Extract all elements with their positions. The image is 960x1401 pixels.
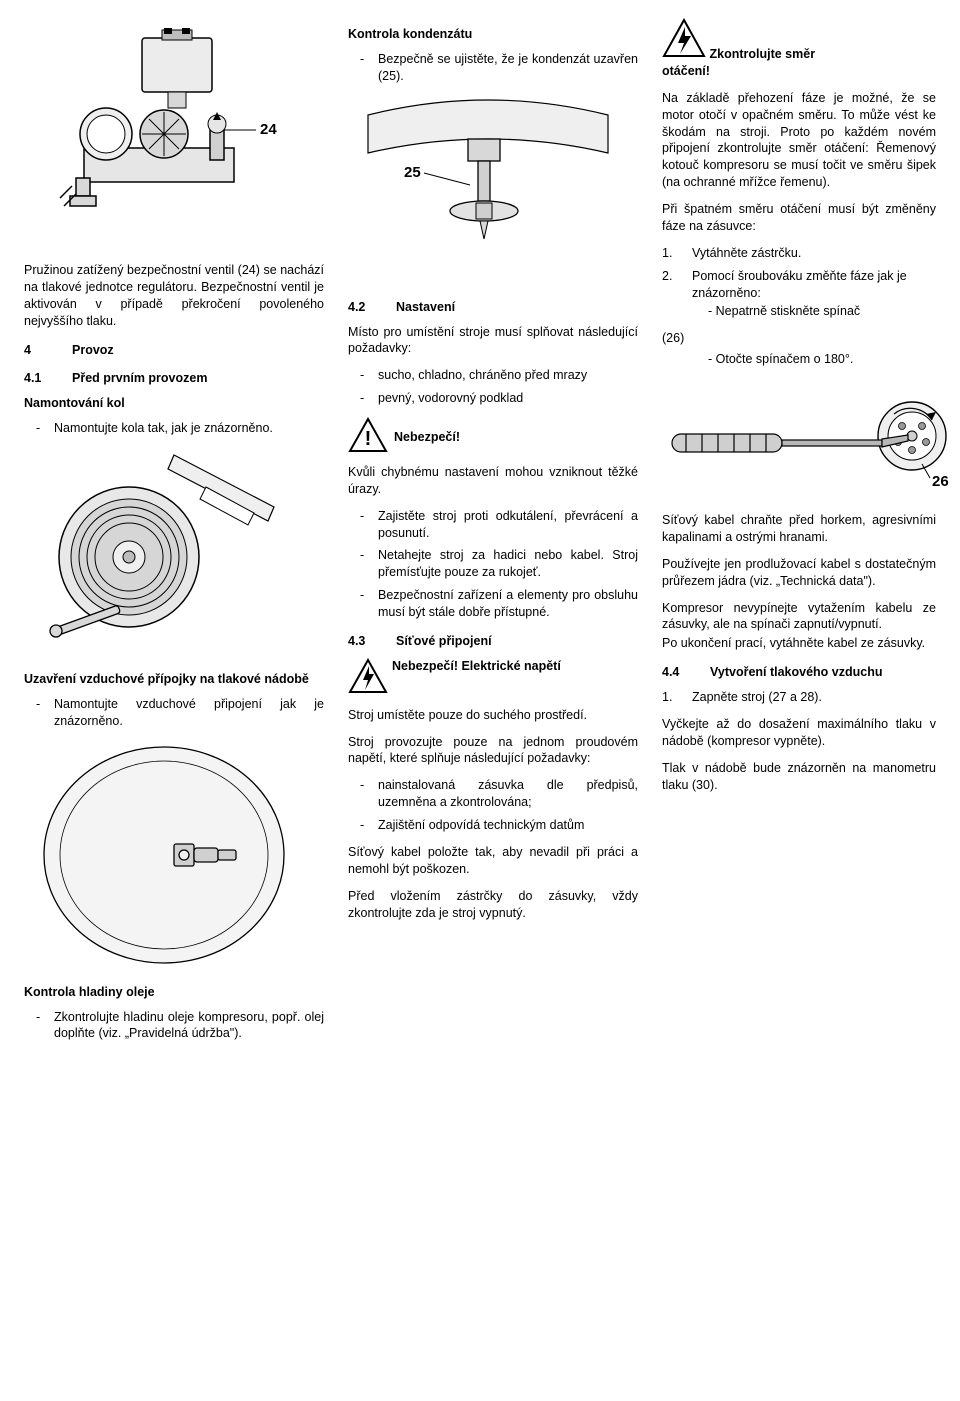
off-note: Kompresor nevypínejte vytažením kabelu z… xyxy=(662,600,936,634)
section-4-2: 4.2 Nastavení xyxy=(348,299,638,316)
section-4: 4 Provoz xyxy=(24,342,324,359)
rotation-step-1: 1.Vytáhněte zástrčku. xyxy=(662,245,936,262)
close-air-item: Namontujte vzduchové připojení jak je zn… xyxy=(24,696,324,730)
mount-wheels-heading: Namontování kol xyxy=(24,395,324,412)
sec44-wait: Vyčkejte až do dosažení maximálního tlak… xyxy=(662,716,936,750)
section-4-3-title: Síťové připojení xyxy=(396,633,638,650)
callout-25: 25 xyxy=(404,164,421,181)
cable-p2: Před vložením zástrčky do zásuvky, vždy … xyxy=(348,888,638,922)
setup-safety-list: Zajistěte stroj proti odkutálení, převrá… xyxy=(348,508,638,621)
column-1: 24 Pružinou zatížený bezpečnostní ventil… xyxy=(24,18,324,1052)
callout-24: 24 xyxy=(260,121,277,138)
voltage-triangle-icon xyxy=(348,658,388,699)
rotation-step-2: 2.Pomocí šroubováku změňte fáze jak je z… xyxy=(662,268,936,321)
after-note: Po ukončení prací, vytáhněte kabel ze zá… xyxy=(662,635,936,652)
figure-regulator: 24 xyxy=(24,28,324,248)
section-4-3: 4.3 Síťové připojení xyxy=(348,633,638,650)
setup-req-2: pevný, vodorovný podklad xyxy=(348,390,638,407)
elec-req-1: nainstalovaná zásuvka dle předpisů, uzem… xyxy=(348,777,638,811)
rotation-check-heading: Zkontrolujte směr otáčení! xyxy=(662,18,936,80)
rotation-inline: otáčení! xyxy=(662,64,710,78)
rotation-26: (26) xyxy=(662,331,684,345)
setup-req-1: sucho, chladno, chráněno před mrazy xyxy=(348,367,638,384)
figure-wheel xyxy=(24,447,324,657)
sec44-mano: Tlak v nádobě bude znázorněn na manometr… xyxy=(662,760,936,794)
warning-triangle-icon: ! xyxy=(348,417,388,458)
rotation-head: Zkontrolujte směr xyxy=(709,47,815,61)
section-4-4-title: Vytvoření tlakového vzduchu xyxy=(710,664,936,681)
rotation-steps: 1.Vytáhněte zástrčku. 2.Pomocí šroubovák… xyxy=(662,245,936,321)
danger-row: ! Nebezpečí! xyxy=(348,417,638,458)
rotation-step-2a: - Nepatrně stiskněte spínač xyxy=(708,303,936,320)
cable-p1: Síťový kabel položte tak, aby nevadil př… xyxy=(348,844,638,878)
elec-p2: Stroj provozujte pouze na jednom proudov… xyxy=(348,734,638,768)
mount-wheels-item: Namontujte kola tak, jak je znázorněno. xyxy=(24,420,324,437)
figure-condensate: 25 xyxy=(348,95,638,285)
page-columns: 24 Pružinou zatížený bezpečnostní ventil… xyxy=(24,18,936,1052)
section-4-1-title: Před prvním provozem xyxy=(72,370,324,387)
column-3: Zkontrolujte směr otáčení! Na základě př… xyxy=(662,18,936,1052)
condensate-list: Bezpečně se ujistěte, že je kondenzát uz… xyxy=(348,51,638,85)
elec-req-2: Zajištění odpovídá technickým datům xyxy=(348,817,638,834)
voltage-triangle-icon xyxy=(662,18,706,63)
condensate-item: Bezpečně se ujistěte, že je kondenzát uz… xyxy=(348,51,638,85)
setup-safety-1: Zajistěte stroj proti odkutálení, převrá… xyxy=(348,508,638,542)
oil-list: Zkontrolujte hladinu oleje kompresoru, p… xyxy=(24,1009,324,1043)
elec-danger-block: Nebezpečí! Elektrické napětí xyxy=(348,658,638,699)
section-4-1-num: 4.1 xyxy=(24,370,52,387)
sec44-step-1: 1.Zapněte stroj (27 a 28). xyxy=(662,689,936,706)
spring-valve-text: Pružinou zatížený bezpečnostní ventil (2… xyxy=(24,262,324,330)
sec44-steps: 1.Zapněte stroj (27 a 28). xyxy=(662,689,936,706)
section-4-2-num: 4.2 xyxy=(348,299,376,316)
danger-label: Nebezpečí! xyxy=(394,429,460,446)
figure-tank-plate xyxy=(24,740,324,970)
section-4-1: 4.1 Před prvním provozem xyxy=(24,370,324,387)
figure-screwdriver: 26 xyxy=(662,378,936,498)
condensate-heading: Kontrola kondenzátu xyxy=(348,26,638,43)
section-4-num: 4 xyxy=(24,342,52,359)
column-2: Kontrola kondenzátu Bezpečně se ujistěte… xyxy=(348,18,638,1052)
ext-cable: Používejte jen prodlužovací kabel s dost… xyxy=(662,556,936,590)
elec-danger-label: Nebezpečí! Elektrické napětí xyxy=(392,659,561,673)
oil-heading: Kontrola hladiny oleje xyxy=(24,984,324,1001)
callout-26: 26 xyxy=(932,473,949,490)
section-4-title: Provoz xyxy=(72,342,324,359)
svg-text:!: ! xyxy=(365,428,372,450)
setup-reqs-list: sucho, chladno, chráněno před mrazy pevn… xyxy=(348,367,638,407)
mount-wheels-list: Namontujte kola tak, jak je znázorněno. xyxy=(24,420,324,437)
setup-safety-2: Netahejte stroj za hadici nebo kabel. St… xyxy=(348,547,638,581)
elec-reqs-list: nainstalovaná zásuvka dle předpisů, uzem… xyxy=(348,777,638,834)
section-4-4: 4.4 Vytvoření tlakového vzduchu xyxy=(662,664,936,681)
section-4-3-num: 4.3 xyxy=(348,633,376,650)
setup-safety-3: Bezpečnostní zařízení a elementy pro obs… xyxy=(348,587,638,621)
rotation-p2: Při špatném směru otáčení musí být změně… xyxy=(662,201,936,235)
section-4-2-title: Nastavení xyxy=(396,299,638,316)
close-air-list: Namontujte vzduchové připojení jak je zn… xyxy=(24,696,324,730)
oil-item: Zkontrolujte hladinu oleje kompresoru, p… xyxy=(24,1009,324,1043)
setup-intro: Místo pro umístění stroje musí splňovat … xyxy=(348,324,638,358)
rotation-step-2b: - Otočte spínačem o 180°. xyxy=(708,351,936,368)
rotation-p1: Na základě přehození fáze je možné, že s… xyxy=(662,90,936,191)
section-4-4-num: 4.4 xyxy=(662,664,690,681)
cable-protect: Síťový kabel chraňte před horkem, agresi… xyxy=(662,512,936,546)
close-air-heading: Uzavření vzduchové přípojky na tlakové n… xyxy=(24,671,324,688)
elec-p1: Stroj umístěte pouze do suchého prostřed… xyxy=(348,707,638,724)
danger-body: Kvůli chybnému nastavení mohou vzniknout… xyxy=(348,464,638,498)
